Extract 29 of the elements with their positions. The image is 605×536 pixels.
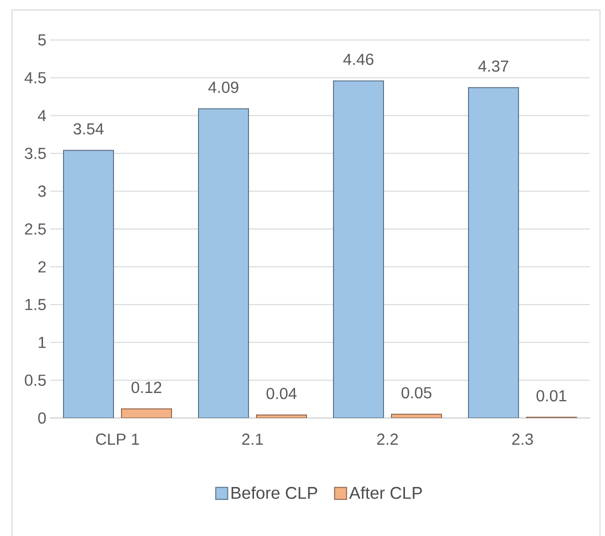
y-tick-label: 2.5 <box>25 223 46 235</box>
data-label: 0.04 <box>266 388 297 400</box>
y-tick-label: 1 <box>38 336 46 348</box>
data-label: 4.09 <box>208 82 238 93</box>
y-tick-label: 2 <box>38 261 46 272</box>
data-label: 0.01 <box>536 390 566 402</box>
y-tick-label: 0 <box>38 412 46 424</box>
bar <box>63 150 114 418</box>
y-tick-label: 3 <box>38 186 46 197</box>
data-label: 4.46 <box>343 54 374 65</box>
y-tick-label: 0.5 <box>24 374 46 386</box>
bar <box>333 80 384 418</box>
data-label: 0.05 <box>402 387 432 398</box>
bar <box>468 87 519 418</box>
x-tick-label: CLP 1 <box>96 434 139 445</box>
y-tick-label: 3.5 <box>24 148 46 160</box>
x-tick-label: 2.2 <box>377 434 398 445</box>
data-label: 0.12 <box>132 382 162 394</box>
legend-label: Before CLP <box>232 486 318 499</box>
y-tick-label: 1.5 <box>25 299 46 310</box>
data-label: 4.37 <box>478 60 508 72</box>
x-tick-label: 2.3 <box>512 434 533 445</box>
y-tick-label: 5 <box>38 34 46 46</box>
bar <box>198 108 250 418</box>
y-tick-label: 4 <box>38 110 46 122</box>
legend-label: After CLP <box>349 486 422 499</box>
data-label: 3.54 <box>74 123 104 135</box>
y-tick-label: 4.5 <box>24 72 46 84</box>
x-tick-label: 2.1 <box>242 434 263 445</box>
